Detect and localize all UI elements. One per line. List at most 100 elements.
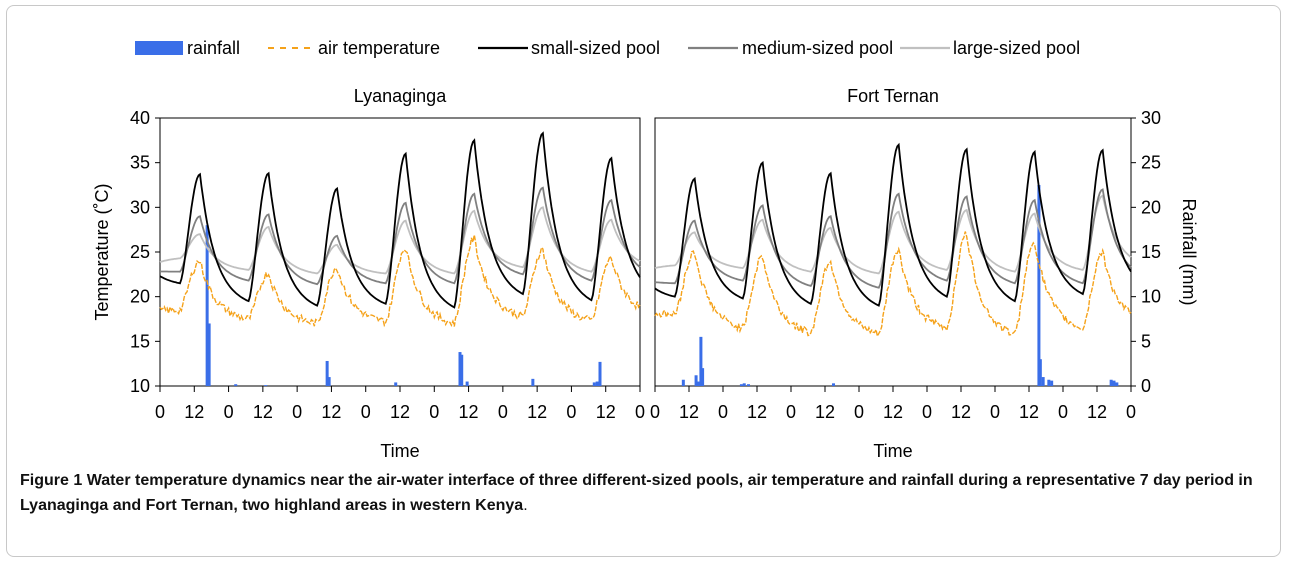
figure-caption: Figure 1 Water temperature dynamics near… [20, 468, 1265, 518]
x-tick-label: 12 [1019, 402, 1039, 422]
legend-label-large-sized-pool: large-sized pool [953, 38, 1080, 58]
rainfall-bar [694, 375, 698, 386]
series-line-air-temperature-lyanaginga [159, 234, 641, 328]
x-tick-label: 12 [527, 402, 547, 422]
y-axis-label-rainfall: Rainfall (mm) [1179, 198, 1199, 305]
legend-label-air-temperature: air temperature [318, 38, 440, 58]
rainfall-bar [205, 225, 209, 386]
x-axis-label-fort-ternan: Time [873, 441, 912, 461]
rainfall-bar [699, 336, 703, 386]
x-tick-label: 12 [1087, 402, 1107, 422]
x-tick-label: 0 [650, 402, 660, 422]
caption-text: Water temperature dynamics near the air-… [20, 472, 1253, 514]
x-tick-label: 12 [253, 402, 273, 422]
x-tick-label: 12 [459, 402, 479, 422]
x-tick-label: 0 [1058, 402, 1068, 422]
y2-tick-label: 5 [1141, 331, 1151, 351]
y2-tick-label: 10 [1141, 287, 1161, 307]
rainfall-bar [1041, 377, 1045, 386]
rainfall-bar [531, 378, 535, 386]
x-tick-label: 0 [361, 402, 371, 422]
rainfall-bar [595, 381, 599, 386]
y2-tick-label: 30 [1141, 108, 1161, 128]
x-tick-label: 0 [224, 402, 234, 422]
panel-lyanaginga: Lyanaginga 0 12 0 12 0 12 0 12 0 12 0 12 0 12 0 Time 10 15… [92, 86, 645, 461]
x-tick-label: 12 [596, 402, 616, 422]
rainfall-bar [832, 383, 835, 386]
x-tick-label: 0 [155, 402, 165, 422]
x-tick-label: 12 [815, 402, 835, 422]
rainfall-bar [1112, 380, 1116, 386]
rainfall-bar [465, 381, 469, 386]
rainfall-bar [701, 368, 705, 386]
rainfall-bar [1115, 382, 1119, 386]
rainfall-bar [681, 379, 685, 386]
rainfall-bar [234, 384, 238, 386]
series-line-small-sized-pool-lyanaginga [159, 131, 641, 309]
legend-label-small-sized-pool: small-sized pool [531, 38, 660, 58]
rainfall-bar [460, 354, 464, 386]
series-line-medium-sized-pool-fort-ternan [654, 188, 1132, 289]
x-tick-label: 0 [922, 402, 932, 422]
x-tick-label: 0 [718, 402, 728, 422]
legend-label-medium-sized-pool: medium-sized pool [742, 38, 893, 58]
x-tick-label: 0 [635, 402, 645, 422]
legend-label-rainfall: rainfall [187, 38, 240, 58]
chart-title-fort-ternan: Fort Ternan [847, 86, 939, 106]
x-tick-label: 0 [292, 402, 302, 422]
x-tick-label: 12 [883, 402, 903, 422]
x-tick-label: 0 [990, 402, 1000, 422]
chart-title-lyanaginga: Lyanaginga [354, 86, 447, 106]
figure-frame [6, 5, 1281, 557]
y2-tick-label: 15 [1141, 242, 1161, 262]
plot-area-lyanaginga [159, 117, 641, 387]
y-tick-label: 10 [130, 376, 150, 396]
rainfall-bar [1050, 380, 1054, 386]
figure-chart: rainfall air temperature small-sized pool m… [92, 38, 1199, 461]
x-tick-label: 0 [498, 402, 508, 422]
x-axis-label-lyanaginga: Time [380, 441, 419, 461]
plot-area-fort-ternan [654, 117, 1132, 387]
rainfall-bar [1047, 379, 1051, 386]
caption-label: Figure 1 [20, 472, 83, 489]
caption-end: . [523, 497, 528, 514]
x-tick-label: 0 [566, 402, 576, 422]
rainfall-bar [394, 382, 398, 386]
y-axis-label-temperature: Temperature (˚C) [92, 183, 112, 320]
y-tick-label: 35 [130, 153, 150, 173]
rainfall-bar [592, 382, 596, 386]
y-tick-label: 20 [130, 287, 150, 307]
x-tick-label: 12 [679, 402, 699, 422]
rainfall-bar [1037, 185, 1041, 386]
rainfall-bar [325, 360, 329, 386]
y-tick-label: 30 [130, 197, 150, 217]
rainfall-bar [207, 323, 211, 386]
x-tick-label: 12 [951, 402, 971, 422]
y2-tick-label: 0 [1141, 376, 1151, 396]
rainfall-bar [598, 361, 602, 386]
x-tick-label: 0 [1126, 402, 1136, 422]
x-tick-label: 12 [390, 402, 410, 422]
rainfall-bar [739, 384, 743, 386]
x-tick-label: 0 [786, 402, 796, 422]
rainfall-bar [747, 384, 750, 386]
y-tick-label: 25 [130, 242, 150, 262]
x-tick-label: 0 [429, 402, 439, 422]
y2-tick-label: 20 [1141, 197, 1161, 217]
x-tick-label: 12 [184, 402, 204, 422]
rainfall-bar [327, 377, 331, 386]
y2-tick-label: 25 [1141, 153, 1161, 173]
rainfall-bar [696, 381, 700, 386]
series-line-small-sized-pool-fort-ternan [654, 142, 1132, 307]
x-tick-label: 12 [321, 402, 341, 422]
legend: rainfall air temperature small-sized pool m… [135, 38, 1080, 58]
rainfall-bar [458, 352, 462, 386]
x-tick-label: 12 [747, 402, 767, 422]
y-tick-label: 15 [130, 331, 150, 351]
rainfall-bar [1038, 359, 1042, 386]
rainfall-bar [1109, 379, 1113, 386]
rainfall-bar [742, 383, 746, 386]
rainfall-bar [264, 385, 268, 386]
series-line-air-temperature-fort-ternan [654, 231, 1132, 339]
y-tick-label: 40 [130, 108, 150, 128]
